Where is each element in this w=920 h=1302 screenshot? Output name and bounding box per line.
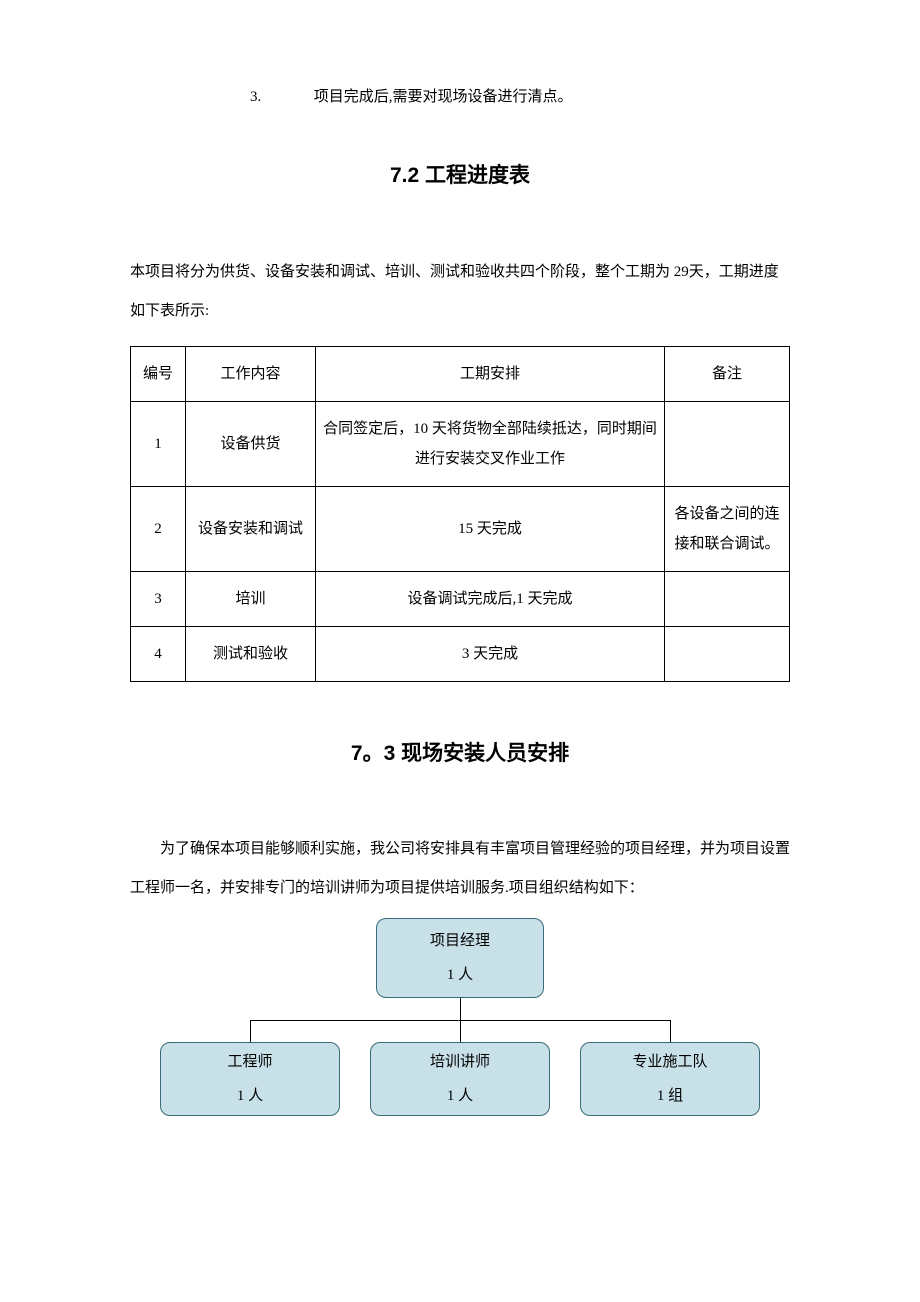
cell-note: 各设备之间的连接和联合调试。 [665, 486, 790, 571]
header-work: 工作内容 [186, 346, 316, 401]
cell-sched: 3 天完成 [316, 626, 665, 681]
header-sched: 工期安排 [316, 346, 665, 401]
cell-work: 设备安装和调试 [186, 486, 316, 571]
cell-num: 2 [131, 486, 186, 571]
cell-num: 4 [131, 626, 186, 681]
org-child-node: 培训讲师 1 人 [370, 1042, 550, 1116]
table-row: 3 培训 设备调试完成后,1 天完成 [131, 571, 790, 626]
org-root-node: 项目经理 1 人 [376, 918, 544, 998]
numbered-list-item: 3. 项目完成后,需要对现场设备进行清点。 [250, 85, 790, 109]
org-connector [460, 998, 461, 1020]
org-child-node: 专业施工队 1 组 [580, 1042, 760, 1116]
org-node-count: 1 组 [581, 1084, 759, 1108]
item-text: 项目完成后,需要对现场设备进行清点。 [314, 89, 573, 105]
cell-work: 测试和验收 [186, 626, 316, 681]
item-number: 3. [250, 85, 310, 109]
table-row: 4 测试和验收 3 天完成 [131, 626, 790, 681]
section-7-2-intro: 本项目将分为供货、设备安装和调试、培训、测试和验收共四个阶段，整个工期为 29天… [130, 253, 790, 331]
org-node-title: 专业施工队 [581, 1050, 759, 1074]
section-7-2-heading: 7.2 工程进度表 [130, 159, 790, 193]
cell-num: 1 [131, 401, 186, 486]
section-7-3-heading: 7。3 现场安装人员安排 [130, 737, 790, 771]
schedule-table: 编号 工作内容 工期安排 备注 1 设备供货 合同签定后，10 天将货物全部陆续… [130, 346, 790, 682]
org-node-title: 工程师 [161, 1050, 339, 1074]
cell-sched: 合同签定后，10 天将货物全部陆续抵达，同时期间进行安装交叉作业工作 [316, 401, 665, 486]
org-child-node: 工程师 1 人 [160, 1042, 340, 1116]
table-header-row: 编号 工作内容 工期安排 备注 [131, 346, 790, 401]
cell-work: 设备供货 [186, 401, 316, 486]
org-connector [460, 1020, 461, 1042]
org-node-count: 1 人 [161, 1084, 339, 1108]
cell-note [665, 571, 790, 626]
table-row: 2 设备安装和调试 15 天完成 各设备之间的连接和联合调试。 [131, 486, 790, 571]
header-num: 编号 [131, 346, 186, 401]
org-connector [670, 1020, 671, 1042]
cell-num: 3 [131, 571, 186, 626]
cell-sched: 设备调试完成后,1 天完成 [316, 571, 665, 626]
cell-note [665, 401, 790, 486]
org-node-count: 1 人 [371, 1084, 549, 1108]
section-7-3-body: 为了确保本项目能够顺利实施，我公司将安排具有丰富项目管理经验的项目经理，并为项目… [130, 830, 790, 908]
cell-sched: 15 天完成 [316, 486, 665, 571]
org-connector [250, 1020, 251, 1042]
cell-note [665, 626, 790, 681]
cell-work: 培训 [186, 571, 316, 626]
table-row: 1 设备供货 合同签定后，10 天将货物全部陆续抵达，同时期间进行安装交叉作业工… [131, 401, 790, 486]
org-node-count: 1 人 [377, 963, 543, 987]
org-node-title: 项目经理 [377, 929, 543, 953]
org-node-title: 培训讲师 [371, 1050, 549, 1074]
header-note: 备注 [665, 346, 790, 401]
org-chart: 项目经理1 人工程师1 人培训讲师1 人专业施工队1 组 [140, 918, 780, 1138]
